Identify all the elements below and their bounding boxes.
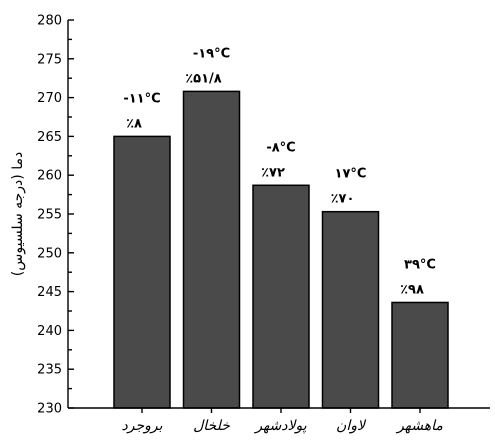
bar-percent-label: ٪۵۱/۸ bbox=[185, 71, 222, 86]
y-tick-label: 250 bbox=[37, 246, 62, 261]
bar bbox=[253, 185, 309, 408]
y-tick-label: 240 bbox=[37, 324, 62, 339]
bar-percent-label: ٪۷۰ bbox=[331, 192, 355, 207]
y-tick-label: 270 bbox=[37, 91, 62, 106]
bar-percent-label: ٪۹۸ bbox=[400, 282, 424, 297]
y-tick-label: 245 bbox=[37, 285, 62, 300]
bar-temp-label: ۱۷°C bbox=[335, 167, 367, 182]
category-labels: بروجرد خلخال پولادشهر لاوان ماهشهر bbox=[122, 408, 444, 434]
bar-temp-label: ۳۹°C bbox=[404, 257, 436, 272]
bar bbox=[184, 91, 240, 408]
y-tick-label: 255 bbox=[37, 208, 62, 223]
y-tick-label: 265 bbox=[37, 130, 62, 145]
bar-temp-label: -۸°C bbox=[266, 140, 295, 155]
x-tick-label: پولادشهر bbox=[253, 418, 306, 434]
y-tick-label: 280 bbox=[37, 14, 62, 29]
y-tick-label: 260 bbox=[37, 169, 62, 184]
bar-percent-label: ٪۷۲ bbox=[261, 165, 285, 180]
y-axis-label: دما (درجه سلسیوس) bbox=[10, 152, 26, 276]
bar bbox=[323, 212, 379, 408]
y-tick-label: 230 bbox=[37, 402, 62, 417]
x-tick-label: بروجرد bbox=[122, 418, 163, 434]
y-tick-label: 275 bbox=[37, 52, 62, 67]
bar-percent-label: ٪۸ bbox=[126, 116, 142, 131]
bar bbox=[114, 136, 170, 408]
bar bbox=[392, 302, 448, 408]
bars-layer bbox=[114, 91, 448, 408]
x-tick-label: خلخال bbox=[193, 418, 230, 434]
y-tick-label: 235 bbox=[37, 363, 62, 378]
bar-temp-label: -۱۹°C bbox=[193, 46, 230, 61]
x-tick-label: لاوان bbox=[336, 418, 367, 434]
bar-temp-label: -۱۱°C bbox=[123, 91, 160, 106]
x-tick-label: ماهشهر bbox=[395, 418, 443, 434]
